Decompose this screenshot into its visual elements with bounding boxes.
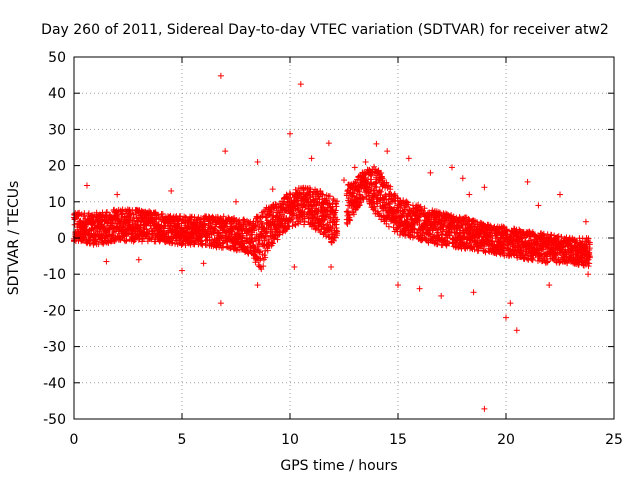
data-point — [416, 285, 423, 292]
y-tick-label: -10 — [43, 267, 66, 283]
data-point — [90, 214, 97, 221]
data-point — [254, 158, 261, 165]
data-point — [297, 81, 304, 88]
x-tick-label: 0 — [70, 432, 79, 448]
data-point — [100, 240, 107, 247]
data-point — [103, 258, 110, 265]
data-point — [118, 227, 125, 234]
data-point — [503, 314, 509, 321]
y-tick-label: -50 — [43, 412, 66, 428]
data-point — [222, 148, 229, 155]
y-tick-label: 10 — [48, 195, 66, 211]
data-point — [582, 218, 589, 225]
x-axis-label: GPS time / hours — [280, 458, 397, 474]
data-point — [328, 263, 335, 270]
data-point — [459, 175, 466, 182]
data-point — [83, 182, 90, 189]
data-point — [160, 230, 167, 237]
y-tick-label: -20 — [43, 303, 66, 319]
data-point — [168, 187, 175, 194]
y-axis-label: SDTVAR / TECUs — [6, 181, 22, 296]
data-point — [325, 140, 332, 147]
data-point — [82, 223, 89, 230]
data-point — [135, 256, 142, 263]
data-point — [87, 240, 94, 247]
x-tick-label: 15 — [389, 432, 407, 448]
data-point — [233, 198, 239, 205]
data-point — [513, 327, 520, 334]
data-point — [362, 158, 369, 165]
data-point — [470, 289, 477, 296]
data-point — [200, 260, 207, 267]
data-point — [524, 178, 531, 185]
data-point — [438, 292, 445, 299]
y-tick-label: -30 — [43, 340, 66, 356]
data-point — [217, 72, 224, 79]
data-point — [466, 191, 473, 198]
data-point — [217, 300, 224, 307]
data-point — [291, 263, 298, 270]
y-tick-label: 0 — [57, 231, 66, 247]
data-point — [155, 212, 162, 219]
data-point — [169, 239, 176, 246]
data-point — [269, 186, 276, 193]
y-tick-label: -40 — [43, 376, 66, 392]
data-point — [384, 148, 391, 155]
data-point — [308, 155, 315, 162]
data-point — [75, 213, 82, 220]
data-points — [71, 72, 593, 412]
data-point — [427, 169, 434, 176]
data-point — [254, 282, 261, 289]
data-point — [104, 209, 111, 216]
data-point — [351, 164, 358, 171]
data-point — [123, 237, 130, 244]
data-point — [111, 237, 118, 244]
data-point — [405, 155, 412, 162]
x-tick-label: 5 — [178, 432, 187, 448]
data-point — [140, 222, 147, 229]
y-tick-label: 20 — [48, 159, 66, 175]
x-tick-label: 25 — [605, 432, 623, 448]
data-point — [326, 193, 333, 200]
data-point — [80, 237, 87, 244]
data-point — [507, 300, 514, 307]
data-point — [148, 235, 155, 242]
x-tick-label: 20 — [497, 432, 515, 448]
data-point — [159, 210, 166, 217]
data-point — [557, 191, 563, 198]
data-point — [129, 230, 136, 237]
data-point — [481, 405, 488, 412]
chart-title: Day 260 of 2011, Sidereal Day-to-day VTE… — [41, 22, 609, 38]
x-tick-label: 10 — [281, 432, 299, 448]
data-point — [287, 130, 293, 137]
y-tick-label: 30 — [48, 122, 66, 138]
data-point — [122, 238, 129, 245]
data-point — [109, 232, 116, 239]
data-point — [114, 191, 121, 198]
data-point — [128, 210, 135, 217]
data-point — [481, 184, 488, 191]
data-point — [535, 202, 542, 209]
data-point — [82, 231, 89, 238]
data-point — [546, 282, 553, 289]
data-point — [119, 210, 126, 217]
y-tick-label: 40 — [48, 86, 66, 102]
y-tick-label: 50 — [48, 50, 66, 66]
data-point — [585, 271, 592, 278]
data-point — [109, 231, 116, 238]
data-point — [341, 177, 347, 184]
data-point — [85, 227, 92, 234]
data-point — [395, 282, 401, 289]
data-point — [179, 267, 185, 274]
data-point — [373, 140, 380, 147]
